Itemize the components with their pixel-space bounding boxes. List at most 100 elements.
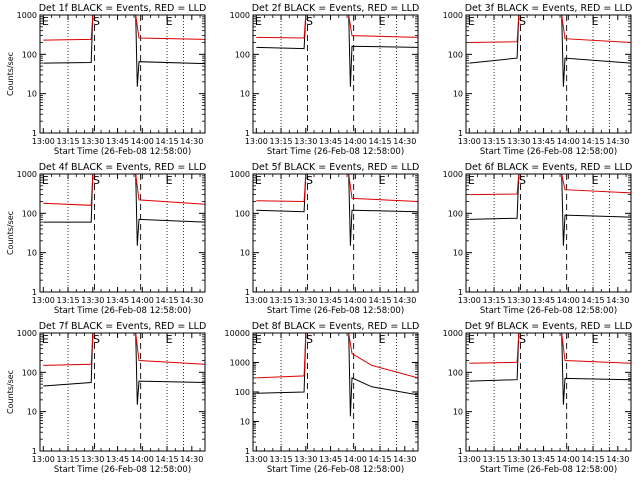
x-tick-label: 13:15 <box>57 296 80 305</box>
x-tick-label: 14:15 <box>369 137 392 146</box>
event-marker: E <box>592 333 599 346</box>
x-tick-label: 13:45 <box>319 455 342 464</box>
event-marker: S <box>306 15 313 28</box>
panel-title: Det 3f BLACK = Events, RED = LLD <box>465 3 633 14</box>
x-tick-label: 13:45 <box>106 455 129 464</box>
y-tick-label: 1000 <box>17 11 37 20</box>
y-tick-label: 100 <box>22 209 37 218</box>
x-tick-label: 13:15 <box>270 296 293 305</box>
x-tick-label: 13:15 <box>483 455 506 464</box>
event-marker: E <box>379 174 386 187</box>
lld-series-line <box>256 333 418 379</box>
y-tick-label: 10 <box>453 408 463 417</box>
y-tick-label: 1000 <box>230 11 250 20</box>
x-tick-label: 14:30 <box>180 296 203 305</box>
x-axis-label: Start Time (26-Feb-08 12:58:00) <box>480 147 617 157</box>
y-tick-label: 1000 <box>230 170 250 179</box>
x-tick-label: 13:15 <box>483 137 506 146</box>
x-tick-label: 13:00 <box>32 296 55 305</box>
plot-area <box>43 15 205 133</box>
event-marker: E <box>468 174 475 187</box>
x-tick-label: 14:30 <box>606 137 629 146</box>
y-tick-label: 1 <box>245 447 250 456</box>
lld-series-line <box>469 15 631 43</box>
event-marker: S <box>519 333 526 346</box>
x-tick-label: 13:45 <box>106 296 129 305</box>
x-axis-label: Start Time (26-Feb-08 12:58:00) <box>267 147 404 157</box>
events-series-line <box>256 174 418 246</box>
x-tick-label: 13:30 <box>294 296 317 305</box>
y-tick-label: 1 <box>32 129 37 138</box>
y-tick-label: 100 <box>235 50 250 59</box>
plot-area <box>469 15 631 133</box>
events-series-line <box>43 174 205 246</box>
events-series-line <box>469 174 631 246</box>
event-marker: E <box>42 15 49 28</box>
events-series-line <box>43 333 205 405</box>
plot-area <box>256 333 418 451</box>
y-tick-label: 10 <box>27 249 37 258</box>
x-tick-label: 14:30 <box>180 455 203 464</box>
x-tick-label: 14:15 <box>369 296 392 305</box>
x-tick-label: 13:00 <box>245 296 268 305</box>
y-tick-label: 1000 <box>443 329 463 338</box>
panel-title: Det 8f BLACK = Events, RED = LLD <box>252 321 420 332</box>
plot-frame <box>39 332 206 452</box>
x-tick-label: 13:30 <box>294 137 317 146</box>
y-tick-label: 1000 <box>443 170 463 179</box>
y-tick-label: 100 <box>448 50 463 59</box>
x-tick-label: 14:00 <box>344 137 367 146</box>
x-tick-label: 13:00 <box>458 137 481 146</box>
y-tick-label: 100 <box>235 388 250 397</box>
panel-title: Det 7f BLACK = Events, RED = LLD <box>39 321 207 332</box>
x-tick-label: 13:30 <box>294 455 317 464</box>
x-tick-label: 14:15 <box>582 455 605 464</box>
event-marker: E <box>468 15 475 28</box>
lld-series-line <box>469 333 631 364</box>
panel-det-2: Det 2f BLACK = Events, RED = LLD 1 10 100 10… <box>230 3 420 157</box>
panel-det-6: Det 6f BLACK = Events, RED = LLD 1 10 100 10… <box>443 162 633 316</box>
y-tick-label: 1 <box>245 129 250 138</box>
event-marker: E <box>42 333 49 346</box>
x-axis-label: Start Time (26-Feb-08 12:58:00) <box>480 306 617 316</box>
x-tick-label: 14:00 <box>344 455 367 464</box>
y-tick-label: 1 <box>458 288 463 297</box>
x-tick-label: 14:30 <box>606 296 629 305</box>
plot-frame <box>252 14 419 134</box>
x-tick-label: 13:15 <box>57 137 80 146</box>
event-marker: S <box>519 15 526 28</box>
plot-frame <box>39 14 206 134</box>
y-tick-label: 10 <box>453 249 463 258</box>
x-axis-label: Start Time (26-Feb-08 12:58:00) <box>54 306 191 316</box>
x-axis-label: Start Time (26-Feb-08 12:58:00) <box>267 465 404 475</box>
y-axis-label: Counts/sec <box>6 370 15 414</box>
x-tick-label: 13:00 <box>245 137 268 146</box>
plot-area <box>43 174 205 292</box>
plot-area <box>469 174 631 292</box>
y-tick-label: 1000 <box>443 11 463 20</box>
x-tick-label: 14:00 <box>131 137 154 146</box>
y-tick-label: 1 <box>32 447 37 456</box>
y-tick-label: 10 <box>240 249 250 258</box>
x-tick-label: 14:30 <box>393 296 416 305</box>
lld-series-line <box>256 15 418 39</box>
x-tick-label: 13:45 <box>319 296 342 305</box>
event-marker: E <box>592 15 599 28</box>
event-marker: E <box>379 15 386 28</box>
x-tick-label: 13:45 <box>106 137 129 146</box>
lld-series-line <box>469 174 631 196</box>
event-marker: E <box>468 333 475 346</box>
events-series-line <box>469 15 631 87</box>
x-tick-label: 14:00 <box>344 296 367 305</box>
x-tick-label: 13:00 <box>32 455 55 464</box>
x-tick-label: 14:30 <box>393 137 416 146</box>
event-marker: E <box>255 15 262 28</box>
event-marker: E <box>379 333 386 346</box>
y-tick-label: 1000 <box>230 359 250 368</box>
y-tick-label: 100 <box>448 368 463 377</box>
panel-title: Det 9f BLACK = Events, RED = LLD <box>465 321 633 332</box>
lld-series-line <box>256 174 418 203</box>
y-tick-label: 10000 <box>225 329 250 338</box>
plot-frame <box>252 173 419 293</box>
plot-frame <box>39 173 206 293</box>
